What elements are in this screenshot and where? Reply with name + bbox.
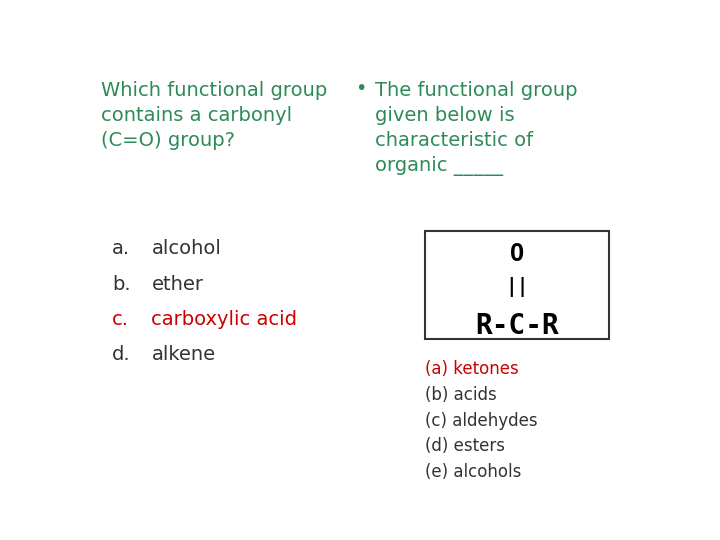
Text: carboxylic acid: carboxylic acid <box>151 310 297 329</box>
Text: The functional group
given below is
characteristic of
organic _____: The functional group given below is char… <box>374 82 577 177</box>
Text: (c) aldehydes: (c) aldehydes <box>425 411 537 430</box>
Text: b.: b. <box>112 275 131 294</box>
Text: a.: a. <box>112 239 130 259</box>
Text: •: • <box>355 79 366 98</box>
Text: (a) ketones: (a) ketones <box>425 360 518 378</box>
Text: ||: || <box>505 276 528 296</box>
Text: alcohol: alcohol <box>151 239 221 259</box>
Text: Which functional group
contains a carbonyl
(C=O) group?: Which functional group contains a carbon… <box>101 82 328 151</box>
Text: ether: ether <box>151 275 203 294</box>
Text: d.: d. <box>112 346 131 365</box>
Text: c.: c. <box>112 310 130 329</box>
Text: (d) esters: (d) esters <box>425 437 505 455</box>
Text: alkene: alkene <box>151 346 215 365</box>
Text: O: O <box>510 242 524 266</box>
Text: (e) alcohols: (e) alcohols <box>425 463 521 481</box>
Bar <box>425 231 609 339</box>
Text: (b) acids: (b) acids <box>425 386 497 404</box>
Text: R-C-R: R-C-R <box>475 312 559 340</box>
